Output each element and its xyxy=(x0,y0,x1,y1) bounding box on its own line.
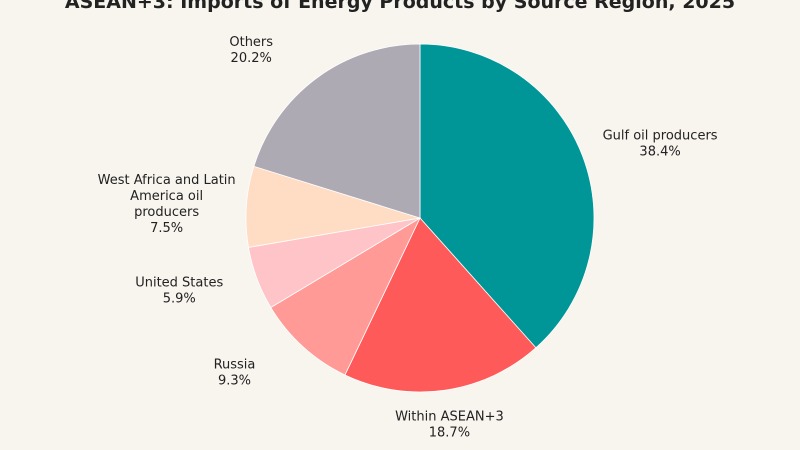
slice-label-percent: 7.5% xyxy=(150,221,183,236)
slice-label-percent: 5.9% xyxy=(163,292,196,307)
slice-label-text: America oil xyxy=(130,189,203,204)
slice-label-text: West Africa and Latin xyxy=(98,173,236,188)
slice-label-text: Others xyxy=(229,35,273,50)
pie-slice-within-asean-3 xyxy=(344,217,537,393)
slice-label-text: Within ASEAN+3 xyxy=(395,410,504,425)
slice-label-gulf-oil-producers: Gulf oil producers 38.4% xyxy=(603,129,718,160)
slice-label-west-africa-and-latin-america-oil-producers: West Africa and Latin America oil producer… xyxy=(98,173,236,236)
slice-label-percent: 9.3% xyxy=(218,373,251,388)
slice-label-russia: Russia 9.3% xyxy=(214,357,256,388)
labels-layer: Gulf oil producers 38.4% Within ASEAN+3 18.… xyxy=(98,35,718,441)
slices-layer xyxy=(245,43,595,393)
slice-label-text: Russia xyxy=(214,357,256,372)
pie-slice-others xyxy=(253,43,421,219)
slice-label-percent: 20.2% xyxy=(231,51,272,66)
pie-slice-russia xyxy=(270,216,421,376)
slice-label-others: Others 20.2% xyxy=(229,35,273,66)
slice-label-text: Gulf oil producers xyxy=(603,129,718,144)
slice-label-percent: 38.4% xyxy=(639,145,680,160)
pie-slice-gulf-oil-producers xyxy=(419,43,595,349)
slice-label-text: producers xyxy=(134,205,199,220)
slice-label-united-states: United States 5.9% xyxy=(135,276,223,307)
chart-title: ASEAN+3: Imports of Energy Products by S… xyxy=(64,0,736,13)
slice-label-text: United States xyxy=(135,276,223,291)
slice-label-percent: 18.7% xyxy=(429,426,470,441)
slice-label-within-asean-3: Within ASEAN+3 18.7% xyxy=(395,410,504,441)
